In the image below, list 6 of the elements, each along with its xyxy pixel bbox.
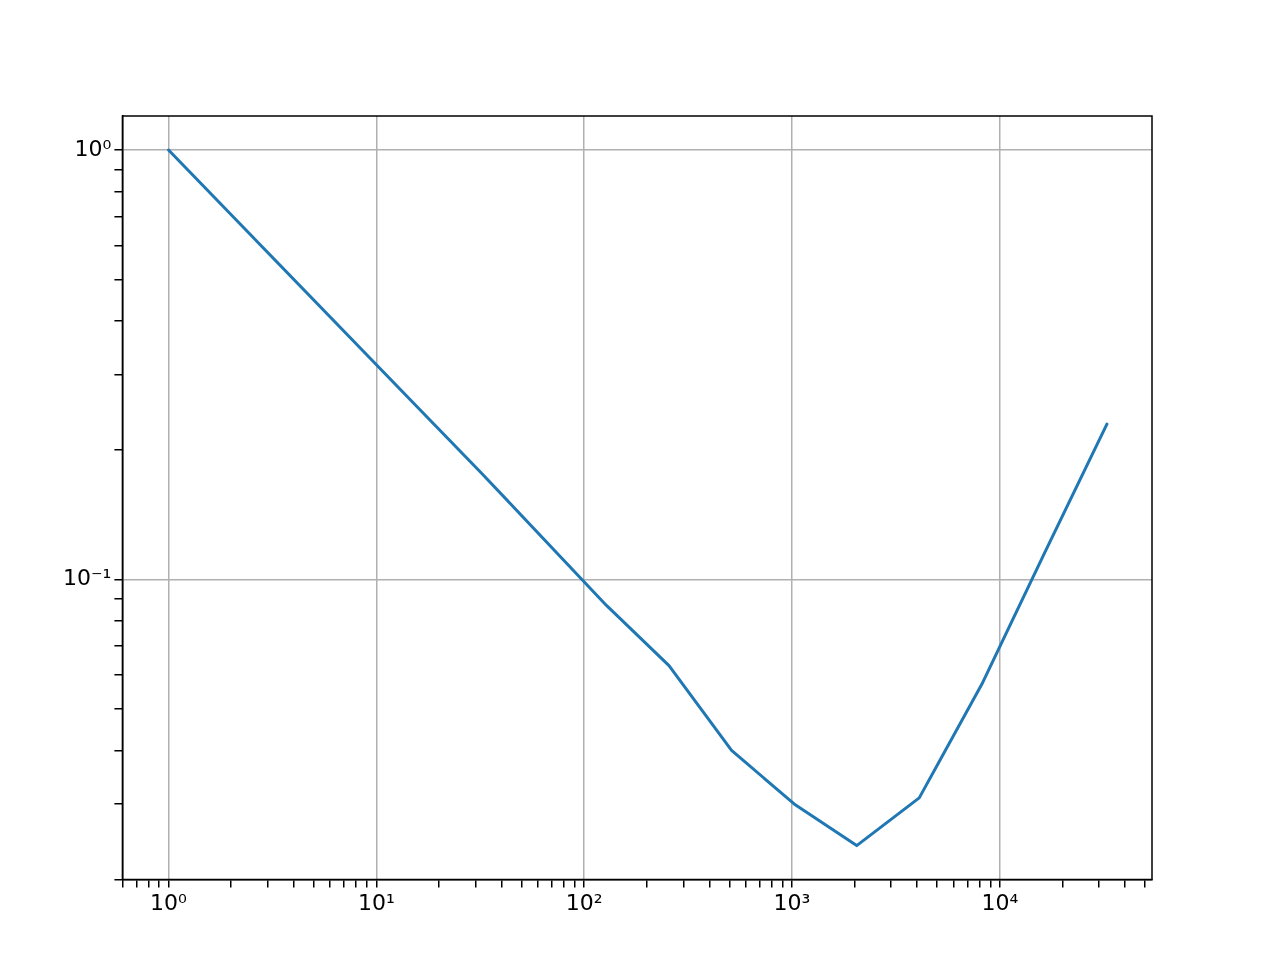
x-tick-label: 10¹	[357, 889, 395, 915]
x-tick-label: 10³	[773, 889, 811, 915]
x-tick-label: 10⁰	[150, 889, 188, 915]
x-tick-label: 10⁴	[981, 889, 1019, 915]
y-tick-label: 10⁻¹	[62, 565, 112, 591]
x-tick-label: 10²	[565, 889, 603, 915]
